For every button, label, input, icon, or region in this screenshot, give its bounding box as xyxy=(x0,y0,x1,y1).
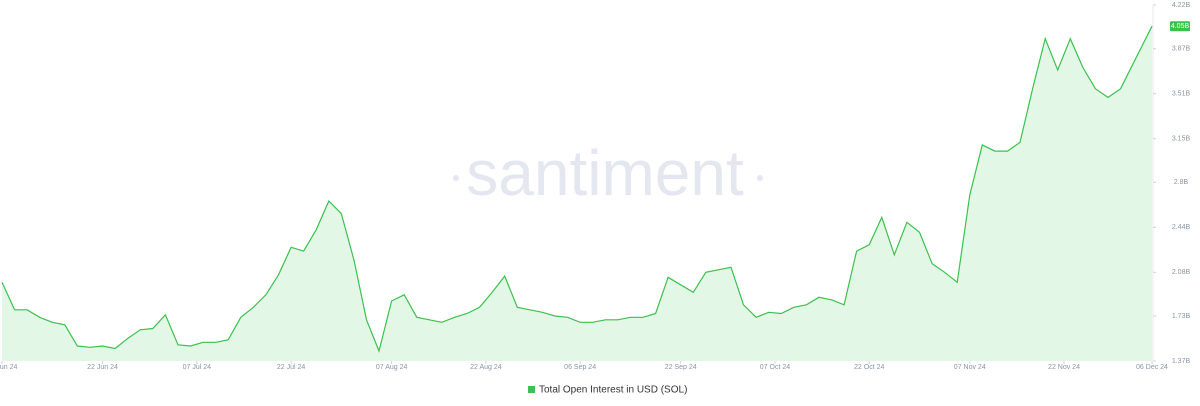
x-tick-label: 22 Jun 24 xyxy=(87,364,118,371)
watermark-dot xyxy=(757,175,763,181)
x-tick-label: 22 Oct 24 xyxy=(854,364,884,371)
y-tick-label: 3.15B xyxy=(1172,135,1191,142)
x-tick-label: 06 Sep 24 xyxy=(564,364,596,371)
y-tick-label: 2.8B xyxy=(1174,179,1189,186)
x-tick-label: 06 Jun 24 xyxy=(0,364,17,371)
y-tick-label: 2.08B xyxy=(1172,269,1191,276)
x-tick-label: 07 Aug 24 xyxy=(376,364,408,371)
x-tick-label: 07 Oct 24 xyxy=(760,364,790,371)
current-value-badge xyxy=(1170,21,1190,32)
current-value-label: 4.05B xyxy=(1171,23,1190,30)
legend-swatch xyxy=(528,386,535,393)
y-tick-label: 1.73B xyxy=(1172,313,1191,320)
y-tick-label: 2.44B xyxy=(1172,224,1191,231)
x-tick-label: 22 Jul 24 xyxy=(277,364,306,371)
watermark-dot xyxy=(453,175,459,181)
x-tick-label: 07 Nov 24 xyxy=(954,364,986,371)
legend-label: Total Open Interest in USD (SOL) xyxy=(539,385,687,396)
watermark: santiment xyxy=(466,137,744,209)
y-tick-label: 1.37B xyxy=(1172,358,1191,365)
x-tick-label: 22 Sep 24 xyxy=(665,364,697,371)
y-tick-label: 3.51B xyxy=(1172,91,1191,98)
line xyxy=(1,25,1153,353)
y-tick-label: 4.22B xyxy=(1172,2,1191,9)
y-tick-label: 3.87B xyxy=(1172,46,1191,53)
x-tick-label: 22 Aug 24 xyxy=(470,364,502,371)
x-tick-label: 22 Nov 24 xyxy=(1048,364,1080,371)
x-tick-label: 06 Dec 24 xyxy=(1136,364,1168,371)
area-fill xyxy=(2,26,1152,361)
x-tick-label: 07 Jul 24 xyxy=(183,364,212,371)
